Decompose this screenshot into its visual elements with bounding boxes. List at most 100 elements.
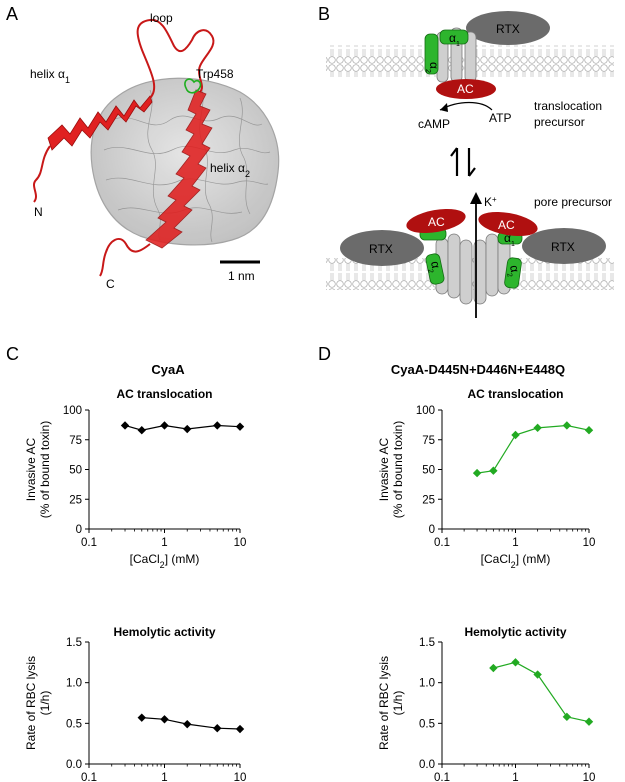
data-point xyxy=(584,426,594,435)
x-tick-label: 1 xyxy=(161,772,167,782)
scale-bar-label: 1 nm xyxy=(228,269,255,283)
y-tick-label: 25 xyxy=(422,494,435,506)
y-axis-label-line2: (1/h) xyxy=(38,691,52,716)
y-tick-label: 100 xyxy=(416,405,435,417)
ac-label-lower-left: AC xyxy=(428,215,445,229)
data-point xyxy=(533,423,542,433)
y-tick-label: 100 xyxy=(63,405,82,417)
rtx-domain-lower-left xyxy=(340,230,424,266)
y-tick-label: 0.0 xyxy=(66,759,82,771)
label-n-terminus: N xyxy=(34,205,43,219)
conversion-arrow-head xyxy=(440,103,448,112)
loop-coil xyxy=(136,18,215,99)
alpha1-label-upper: α1 xyxy=(449,31,460,48)
alpha2-label-upper: α2 xyxy=(425,62,442,73)
panel-letter-b: B xyxy=(318,4,330,24)
y-tick-label: 50 xyxy=(69,465,82,477)
y-axis-label-line1: Rate of RBC lysis xyxy=(377,656,391,750)
panel-a: A loop helix α1 Trp458 helix α2 N C xyxy=(6,4,280,291)
y-tick-label: 0.0 xyxy=(419,759,435,771)
panel-letter-d: D xyxy=(318,344,331,364)
trp458-residue xyxy=(184,78,202,94)
precursor-label: precursor xyxy=(534,115,585,129)
camp-label: cAMP xyxy=(418,117,450,131)
x-tick-label: 0.1 xyxy=(434,772,450,782)
x-tick-label: 0.1 xyxy=(81,537,97,549)
data-point xyxy=(235,724,245,734)
rtx-domain-upper xyxy=(466,11,550,45)
data-point xyxy=(533,670,542,679)
chart-d-hemolytic: Hemolytic activity0.00.51.01.50.1110[CaC… xyxy=(377,625,595,782)
y-tick-label: 0 xyxy=(429,524,435,536)
protein-surface xyxy=(90,77,280,246)
data-point xyxy=(584,717,594,726)
label-c-terminus: C xyxy=(106,277,115,291)
x-tick-label: 0.1 xyxy=(81,772,97,782)
x-tick-label: 0.1 xyxy=(434,537,450,549)
alpha1-label-lower: α1 xyxy=(504,231,515,248)
kplus-label: K+ xyxy=(484,195,497,210)
y-axis-label-line1: Rate of RBC lysis xyxy=(24,656,38,750)
y-tick-label: 1.5 xyxy=(66,637,82,649)
panel-b: B RTX α1 α2 AC cAMP ATP translocation pr… xyxy=(318,4,614,318)
x-tick-label: 10 xyxy=(234,772,247,782)
y-tick-label: 1.0 xyxy=(66,678,82,690)
data-point xyxy=(213,724,222,733)
translocation-label: translocation xyxy=(534,99,602,113)
alpha2-label-lower-right: α2 xyxy=(505,264,523,278)
ac-domain-lower-right xyxy=(478,211,538,237)
y-tick-label: 1.0 xyxy=(419,678,435,690)
ac-domain-upper xyxy=(436,79,496,99)
y-tick-label: 0 xyxy=(76,524,82,536)
k-flux-arrow-head xyxy=(470,192,482,204)
n-terminal-coil xyxy=(33,145,51,203)
y-tick-label: 0.5 xyxy=(66,718,82,730)
chart-d-translocation: AC translocation 0 25 50 75 100 0.1 1 10 [CaCl2] … xyxy=(377,387,595,570)
data-point xyxy=(183,719,192,729)
rtx-label-lower-left: RTX xyxy=(369,242,393,256)
data-point xyxy=(137,426,146,435)
data-point xyxy=(120,421,130,430)
chart-c-translocation: AC translocation 0 25 50 75 100 0.1 1 10 [CaCl2] … xyxy=(24,387,246,570)
y-tick-label: 50 xyxy=(422,465,435,477)
data-point xyxy=(235,422,245,431)
x-tick-label: 1 xyxy=(161,537,167,549)
panel-c-title: CyaA xyxy=(151,362,185,377)
label-helix2: helix α2 xyxy=(210,161,250,179)
helix-alpha1 xyxy=(47,95,153,151)
y-axis-label-line1: Invasive AC xyxy=(377,437,391,501)
x-axis-label: [CaCl2] (mM) xyxy=(130,552,200,570)
chart-title: Hemolytic activity xyxy=(464,625,566,639)
series-line xyxy=(477,424,590,474)
x-axis-label: [CaCl2] (mM) xyxy=(481,552,551,570)
conversion-arrow xyxy=(439,101,493,111)
data-point xyxy=(183,424,192,434)
data-point xyxy=(562,712,572,722)
data-point xyxy=(511,430,520,440)
x-tick-label: 10 xyxy=(583,537,596,549)
data-point xyxy=(511,658,520,667)
rtx-label-lower-right: RTX xyxy=(551,240,575,254)
y-tick-label: 1.5 xyxy=(419,637,435,649)
y-tick-label: 0.5 xyxy=(419,718,435,730)
label-trp458: Trp458 xyxy=(196,67,234,81)
label-loop: loop xyxy=(150,11,173,25)
data-point xyxy=(489,663,498,673)
ac-label-upper: AC xyxy=(457,82,474,96)
x-tick-label: 10 xyxy=(234,537,247,549)
green-helix-alpha2-lower-right xyxy=(504,257,522,289)
series-line xyxy=(493,661,590,723)
data-point xyxy=(489,466,498,475)
chart-title: AC translocation xyxy=(116,387,212,401)
x-tick-label: 1 xyxy=(512,537,518,549)
data-point xyxy=(160,715,169,724)
y-axis-label-line2: (% of bound toxin) xyxy=(38,421,52,518)
alpha2-label-lower-left: α2 xyxy=(426,260,444,274)
data-point xyxy=(160,421,169,430)
data-point xyxy=(562,421,572,430)
green-helix-alpha2-upper xyxy=(424,33,439,75)
label-helix1: helix α1 xyxy=(30,67,70,85)
helix-alpha2 xyxy=(145,89,213,249)
chart-title: Hemolytic activity xyxy=(113,625,215,639)
